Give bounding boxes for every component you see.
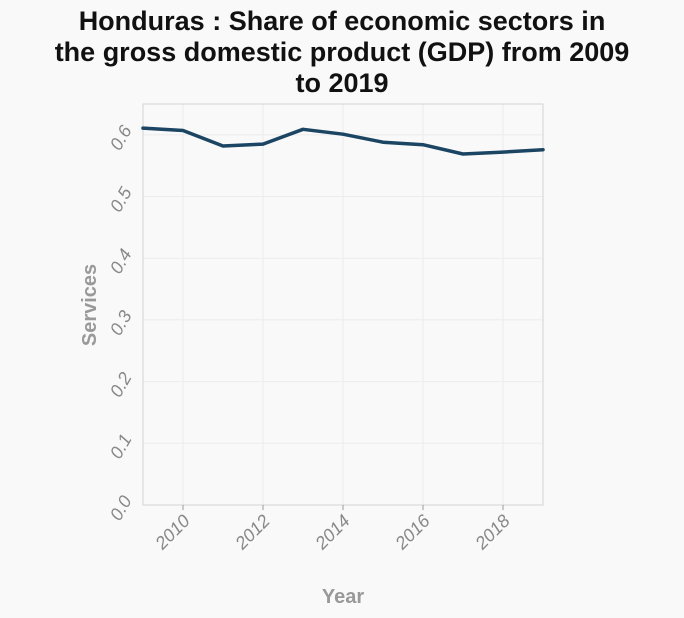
grid-lines [143,104,543,506]
y-tick-label: 0.4 [106,245,136,277]
x-axis-ticks: 2010 2012 2014 2016 2018 [151,505,514,554]
x-axis-title: Year [322,586,364,608]
y-axis-ticks: 0.0 0.1 0.2 0.3 0.4 0.5 0.6 [106,121,136,524]
y-tick-label: 0.5 [106,183,136,216]
chart-title-line-1: Honduras : Share of economic sectors in [78,6,606,36]
x-tick-label: 2018 [471,511,514,554]
chart-title-line-3: to 2019 [295,68,389,98]
y-tick-label: 0.3 [106,307,136,339]
y-tick-label: 0.0 [106,492,136,524]
series-line-0 [141,126,545,156]
y-tick-label: 0.2 [106,369,136,401]
y-tick-label: 0.1 [106,430,136,462]
y-tick-label: 0.6 [106,121,136,154]
x-tick-label: 2010 [151,511,194,554]
x-tick-label: 2012 [231,511,274,554]
y-axis-title: Services [79,264,101,346]
x-tick-label: 2016 [391,510,435,554]
x-tick-label: 2014 [311,511,354,554]
chart-title-line-2: the gross domestic product (GDP) from 20… [54,37,630,67]
chart-title: Honduras : Share of economic sectors in … [0,6,684,99]
series-group [141,126,545,156]
